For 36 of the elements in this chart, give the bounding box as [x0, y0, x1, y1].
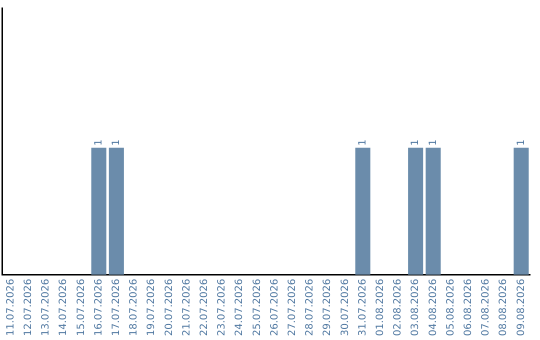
data-label: 1: [410, 139, 422, 146]
data-label: 1: [428, 139, 439, 146]
x-tick-label: 06.08.2026: [462, 278, 474, 336]
x-tick-label: 18.07.2026: [128, 278, 140, 336]
x-tick-label: 11.07.2026: [5, 278, 16, 336]
x-tick-label: 07.08.2026: [480, 278, 492, 336]
x-tick-label: 21.07.2026: [181, 278, 192, 336]
x-tick-label: 28.07.2026: [304, 278, 316, 336]
x-tick-label: 12.07.2026: [22, 278, 34, 336]
x-tick-label: 08.08.2026: [498, 278, 510, 336]
x-tick-label: 16.07.2026: [93, 278, 104, 336]
x-tick-label: 03.08.2026: [410, 278, 422, 336]
data-label: 1: [357, 139, 368, 146]
x-tick-label: 17.07.2026: [110, 278, 122, 336]
x-tick-label: 01.08.2026: [374, 278, 386, 336]
data-label: 1: [93, 139, 104, 146]
data-label: 1: [110, 139, 122, 146]
x-tick-label: 31.07.2026: [357, 278, 368, 336]
data-label: 1: [516, 139, 527, 146]
x-tick-label: 05.08.2026: [445, 278, 456, 336]
x-tick-label: 20.07.2026: [164, 278, 175, 336]
x-tick-label: 27.07.2026: [286, 278, 298, 336]
x-tick-label: 30.07.2026: [340, 278, 351, 336]
x-tick-label: 14.07.2026: [58, 278, 70, 336]
x-tick-label: 29.07.2026: [322, 278, 334, 336]
x-tick-label: 24.07.2026: [234, 278, 246, 336]
x-tick-label: 23.07.2026: [216, 278, 228, 336]
x-tick-label: 13.07.2026: [40, 278, 52, 336]
x-tick-label: 15.07.2026: [76, 278, 87, 336]
x-tick-label: 22.07.2026: [198, 278, 210, 336]
x-tick-label: 26.07.2026: [269, 278, 280, 336]
x-tick-label: 09.08.2026: [516, 278, 527, 336]
x-tick-label: 25.07.2026: [252, 278, 263, 336]
x-tick-label: 04.08.2026: [428, 278, 439, 336]
x-tick-label: 02.08.2026: [392, 278, 404, 336]
x-tick-label: 19.07.2026: [146, 278, 158, 336]
